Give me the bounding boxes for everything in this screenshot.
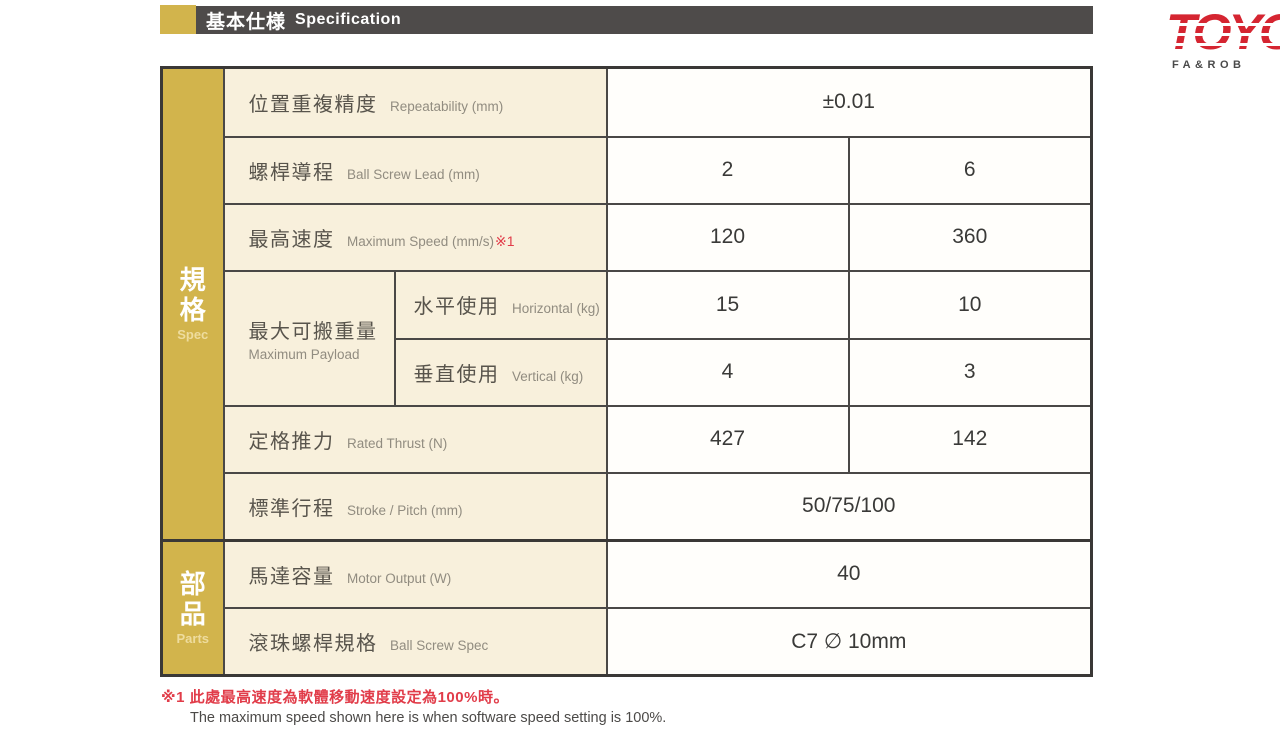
label-zh: 標準行程 bbox=[248, 497, 335, 520]
section-header: 基本仕様 Specification bbox=[196, 6, 1093, 34]
value-vertical-3: 3 bbox=[847, 337, 1093, 407]
label-zh: 最高速度 bbox=[248, 228, 335, 251]
header-accent-square bbox=[160, 5, 196, 34]
section-cell-parts: 部品 Parts bbox=[160, 539, 225, 677]
section-label-spec-zh: 規格 bbox=[179, 265, 206, 325]
value-motor-output: 40 bbox=[605, 539, 1093, 609]
label-zh: 滾珠螺桿規格 bbox=[248, 632, 378, 655]
row-payload-horizontal-label: 水平使用 Horizontal (kg) bbox=[393, 269, 608, 340]
label-en: Stroke / Pitch (mm) bbox=[346, 502, 463, 518]
label-en: Vertical (kg) bbox=[511, 368, 584, 384]
section-title-zh: 基本仕様 bbox=[206, 11, 287, 33]
value-horizontal-10: 10 bbox=[847, 269, 1093, 340]
label-en: Maximum Speed (mm/s) bbox=[346, 233, 494, 249]
toyo-logo: TOYO FA&ROB bbox=[1162, 4, 1280, 84]
table-row: 部品 Parts 馬達容量 Motor Output (W) 40 bbox=[160, 539, 1093, 677]
value-lead-2: 2 bbox=[605, 135, 850, 205]
value-speed-120: 120 bbox=[605, 202, 850, 272]
value-thrust-142: 142 bbox=[847, 404, 1093, 474]
footnote-ref: ※1 bbox=[494, 232, 515, 249]
row-motor-output-label: 馬達容量 Motor Output (W) bbox=[222, 539, 608, 609]
value-repeatability: ±0.01 bbox=[605, 66, 1093, 138]
row-repeatability-label: 位置重複精度 Repeatability (mm) bbox=[222, 66, 608, 138]
label-zh: 位置重複精度 bbox=[248, 93, 378, 116]
label-zh: 最大可搬重量 bbox=[248, 320, 378, 343]
label-en: Repeatability (mm) bbox=[389, 98, 504, 114]
row-ball-screw-lead-label: 螺桿導程 Ball Screw Lead (mm) bbox=[222, 135, 608, 205]
table-row: 標準行程 Stroke / Pitch (mm) 50/75/100 bbox=[162, 471, 1093, 542]
spec-table: 規格 Spec 位置重複精度 Repeatability (mm) ±0.01 … bbox=[160, 66, 1094, 677]
value-horizontal-15: 15 bbox=[605, 269, 850, 340]
logo-stripe bbox=[1162, 33, 1280, 36]
value-ball-screw-spec: C7 ∅ 10mm bbox=[605, 606, 1093, 677]
toyo-logo-wordmark: TOYO bbox=[1166, 4, 1280, 60]
value-stroke: 50/75/100 bbox=[605, 471, 1093, 542]
row-payload-vertical-label: 垂直使用 Vertical (kg) bbox=[393, 337, 608, 407]
section-cell-spec: 規格 Spec bbox=[160, 66, 225, 542]
row-max-speed-label: 最高速度 Maximum Speed (mm/s)※1 bbox=[222, 202, 608, 272]
logo-stripe bbox=[1162, 43, 1280, 46]
table-row: 定格推力 Rated Thrust (N) 427 142 bbox=[162, 404, 1093, 474]
label-zh: 水平使用 bbox=[413, 296, 500, 318]
logo-stripe bbox=[1162, 23, 1280, 26]
table-row: 螺桿導程 Ball Screw Lead (mm) 2 6 bbox=[162, 135, 1093, 205]
toyo-logo-subtitle: FA&ROB bbox=[1172, 59, 1246, 71]
table-row: 規格 Spec 位置重複精度 Repeatability (mm) ±0.01 bbox=[160, 66, 1093, 542]
label-en: Rated Thrust (N) bbox=[346, 435, 448, 451]
table-row: 滾珠螺桿規格 Ball Screw Spec C7 ∅ 10mm bbox=[162, 606, 1093, 677]
label-zh: 定格推力 bbox=[248, 430, 335, 453]
label-en: Motor Output (W) bbox=[346, 570, 452, 586]
value-speed-360: 360 bbox=[847, 202, 1093, 272]
value-thrust-427: 427 bbox=[605, 404, 850, 474]
footnote-zh: ※1 此處最高速度為軟體移動速度設定為100%時。 bbox=[161, 689, 509, 706]
row-ball-screw-spec-label: 滾珠螺桿規格 Ball Screw Spec bbox=[222, 606, 608, 677]
section-label-spec-en: Spec bbox=[177, 326, 209, 342]
section-title-en: Specification bbox=[295, 11, 402, 28]
row-payload-label: 最大可搬重量 Maximum Payload bbox=[222, 269, 396, 407]
table-row: 最大可搬重量 Maximum Payload 水平使用 Horizontal (… bbox=[162, 269, 1093, 407]
section-label-parts-zh: 部品 bbox=[179, 569, 206, 629]
section-label-parts-en: Parts bbox=[176, 630, 210, 646]
table-row: 垂直使用 Vertical (kg) 4 3 bbox=[162, 337, 1093, 407]
label-en: Ball Screw Lead (mm) bbox=[346, 166, 480, 182]
value-vertical-4: 4 bbox=[605, 337, 850, 407]
label-zh: 馬達容量 bbox=[248, 565, 335, 588]
row-stroke-label: 標準行程 Stroke / Pitch (mm) bbox=[222, 471, 608, 542]
label-en: Horizontal (kg) bbox=[511, 301, 600, 316]
label-en: Ball Screw Spec bbox=[389, 637, 489, 653]
value-lead-6: 6 bbox=[847, 135, 1093, 205]
row-rated-thrust-label: 定格推力 Rated Thrust (N) bbox=[222, 404, 608, 474]
label-en: Maximum Payload bbox=[248, 346, 360, 362]
footnote-en: The maximum speed shown here is when sof… bbox=[190, 710, 667, 726]
label-zh: 垂直使用 bbox=[413, 363, 500, 386]
table-row: 最高速度 Maximum Speed (mm/s)※1 120 360 bbox=[162, 202, 1093, 272]
label-zh: 螺桿導程 bbox=[248, 161, 335, 184]
